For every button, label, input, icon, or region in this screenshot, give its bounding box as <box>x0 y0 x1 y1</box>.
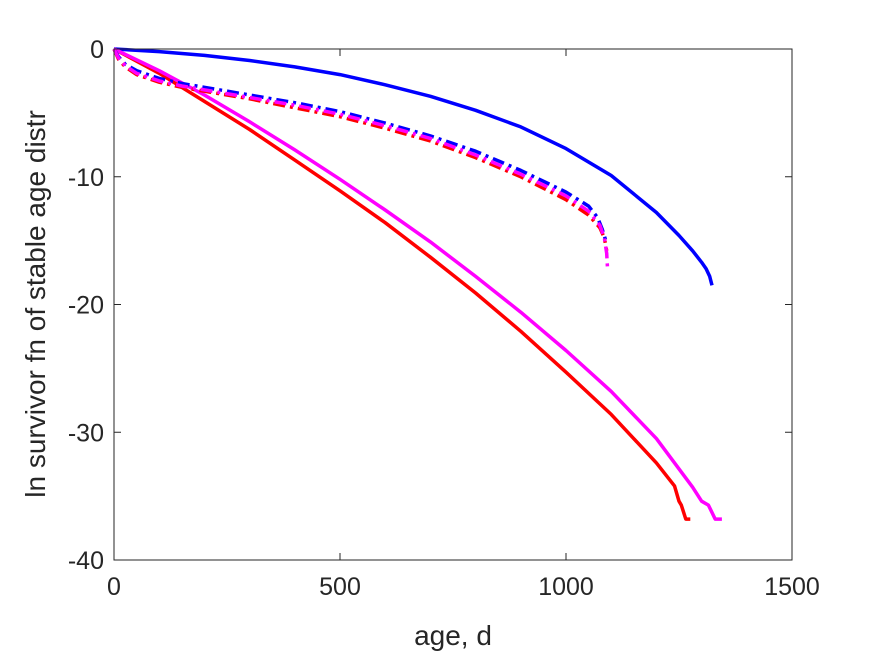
y-tick-label: 0 <box>90 36 104 64</box>
series-line-3-solid <box>113 47 722 521</box>
x-tick-label: 500 <box>319 573 361 601</box>
y-tick-label: -40 <box>68 547 104 575</box>
series-line-4-dashdot <box>112 48 608 242</box>
series-line-1-solid <box>113 47 714 286</box>
y-axis-label: ln survivor fn of stable age distr <box>20 110 51 498</box>
y-tick-label: -30 <box>68 419 104 447</box>
x-axis-label: age, d <box>414 620 492 651</box>
x-tick-label: 0 <box>107 573 121 601</box>
tick-layer: 0 500 1000 1500 -40 -30 -20 -10 0 <box>68 36 820 601</box>
x-tick-label: 1000 <box>538 573 594 601</box>
x-tick-label: 1500 <box>764 573 820 601</box>
series-line-2-solid <box>113 47 691 521</box>
series-layer <box>112 47 722 521</box>
y-tick-label: -20 <box>68 292 104 320</box>
y-tick-label: -10 <box>68 164 104 192</box>
